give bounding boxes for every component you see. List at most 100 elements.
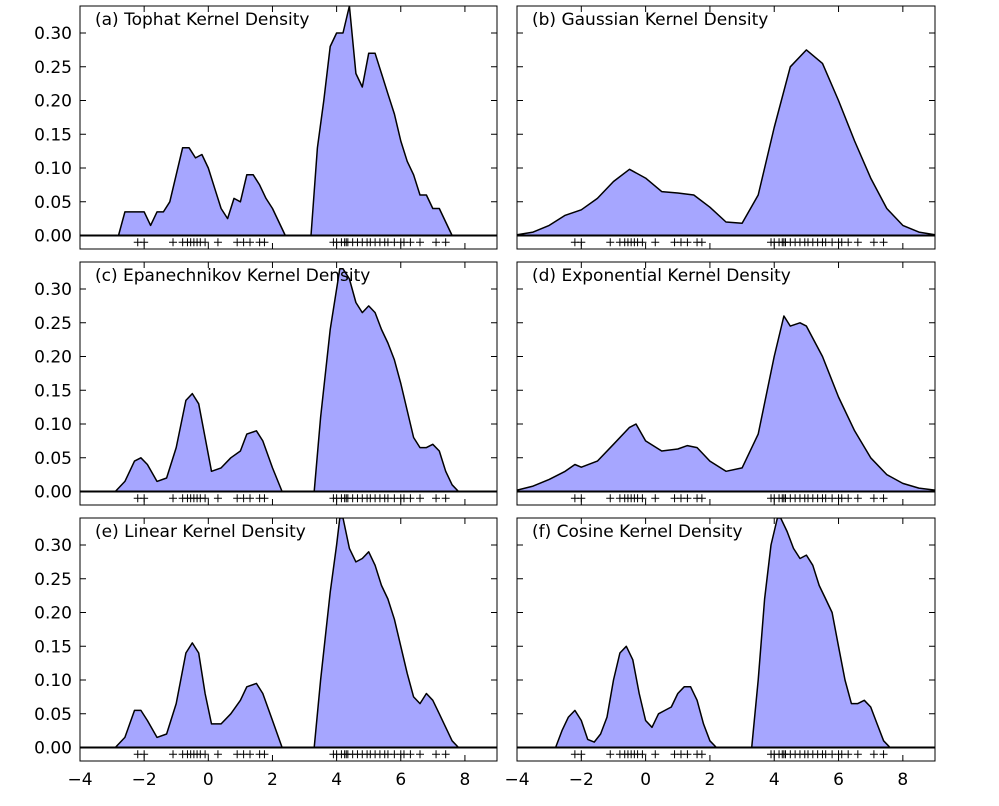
density-area [115,268,459,492]
sample-marker [246,494,255,503]
y-tick-label: 0.20 [34,92,72,112]
sample-marker [213,238,222,247]
sample-marker [441,750,450,759]
y-tick-label: 0.10 [34,671,72,691]
sample-marker [441,494,450,503]
x-tick-label: 0 [203,770,214,790]
sample-marker [697,238,706,247]
x-tick-label: 8 [897,770,908,790]
sample-marker [406,494,415,503]
sample-marker [260,494,269,503]
sample-marker [406,750,415,759]
y-tick-label: 0.05 [34,193,72,213]
axes-frame [516,5,936,250]
sample-marker [606,750,615,759]
sample-marker [853,750,862,759]
panel-title: (f) Cosine Kernel Density [532,522,743,542]
sample-marker [169,494,178,503]
x-tick-label: 6 [395,770,406,790]
plot-area [517,315,935,503]
sample-marker [246,750,255,759]
plot-area [517,49,935,247]
panel-title: (c) Epanechnikov Kernel Density [95,266,370,286]
axes-frame [516,261,936,506]
panel-e: 0.00 0.05 0.10 0.15 0.20 0.25 0.30 −4 −2 0 2 4 6 8 (e)… [34,517,498,790]
sample-marker [651,750,660,759]
sample-marker [879,238,888,247]
density-line [517,315,935,491]
sample-marker [697,494,706,503]
axes-frame [516,517,936,762]
panel-b: (b) Gaussian Kernel Density [516,5,936,250]
sample-marker [879,750,888,759]
density-area [112,6,465,236]
y-tick-label: 0.10 [34,415,72,435]
sample-marker [169,750,178,759]
axes-frame [79,5,498,250]
y-tick-label: 0.15 [34,637,72,657]
panel-f: −4 −2 0 2 4 6 8 (f) Cosine Kernel Density [504,517,936,790]
sample-marker [683,238,692,247]
y-tick-label: 0.10 [34,159,72,179]
x-tick-label: −4 [67,770,92,790]
axes-frame [79,261,498,506]
sample-marker [683,750,692,759]
y-tick-label: 0.30 [34,280,72,300]
plot-area [80,518,497,759]
sample-marker [638,238,647,247]
x-tick-label: −4 [504,770,529,790]
sample-marker [683,494,692,503]
x-tick-label: 0 [640,770,651,790]
y-tick-label: 0.05 [34,705,72,725]
panel-title: (a) Tophat Kernel Density [95,10,309,30]
sample-marker [638,494,647,503]
sample-marker [246,238,255,247]
panel-a: 0.00 0.05 0.10 0.15 0.20 0.25 0.30 (a) Tophat K… [34,5,498,250]
plot-area [80,6,497,247]
sample-marker [651,494,660,503]
sample-marker [432,238,441,247]
sample-marker [697,750,706,759]
y-tick-label: 0.05 [34,449,72,469]
sample-marker [853,238,862,247]
x-tick-label: 2 [705,770,716,790]
panel-title: (d) Exponential Kernel Density [532,266,791,286]
sample-marker [606,494,615,503]
x-tick-label: 6 [833,770,844,790]
x-tick-label: −2 [132,770,157,790]
sample-marker [638,750,647,759]
sample-marker [869,494,878,503]
sample-marker [432,494,441,503]
sample-marker [260,238,269,247]
sample-marker [879,494,888,503]
axes-frame [79,517,498,762]
y-tick-label: 0.20 [34,604,72,624]
sample-marker [432,750,441,759]
sample-marker [416,494,425,503]
sample-marker [844,750,853,759]
sample-marker [406,238,415,247]
panel-c: 0.00 0.05 0.10 0.15 0.20 0.25 0.30 (c) Epanechn… [34,261,498,506]
sample-marker [844,494,853,503]
y-tick-label: 0.25 [34,314,72,334]
plot-area [80,268,497,503]
plot-area [517,518,935,759]
y-tick-label: 0.25 [34,570,72,590]
y-tick-label: 0.25 [34,58,72,78]
sample-marker [201,238,210,247]
y-tick-label: 0.00 [34,483,72,503]
x-tick-label: 4 [331,770,342,790]
sample-marker [606,238,615,247]
x-tick-label: −2 [569,770,594,790]
sample-marker [201,750,210,759]
sample-marker [416,238,425,247]
sample-marker [416,750,425,759]
y-tick-label: 0.00 [34,739,72,759]
density-area [517,49,935,236]
density-area [555,518,890,748]
y-tick-label: 0.30 [34,536,72,556]
x-tick-label: 4 [769,770,780,790]
x-tick-label: 2 [267,770,278,790]
sample-marker [213,750,222,759]
